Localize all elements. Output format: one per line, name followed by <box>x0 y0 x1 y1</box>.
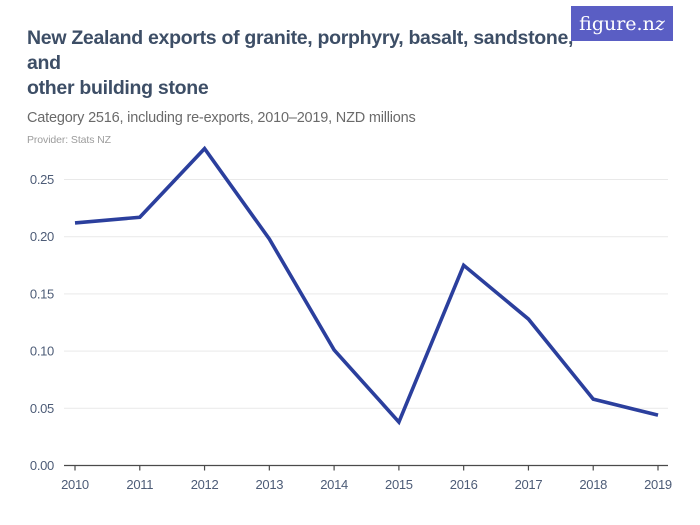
y-axis-tick-label: 0.00 <box>30 458 54 473</box>
figure-nz-logo-text: figure.n <box>579 12 655 35</box>
x-axis-tick-label: 2016 <box>450 477 478 492</box>
x-axis-tick-label: 2012 <box>191 477 219 492</box>
x-axis-tick-label: 2019 <box>644 477 672 492</box>
chart-header: New Zealand exports of granite, porphyry… <box>27 26 592 146</box>
x-axis-tick-label: 2018 <box>579 477 607 492</box>
y-axis-tick-label: 0.10 <box>30 344 54 359</box>
figure-nz-logo-z: z <box>654 12 665 35</box>
y-axis-tick-label: 0.05 <box>30 401 54 416</box>
x-axis-tick-label: 2014 <box>320 477 348 492</box>
x-axis-tick-label: 2013 <box>255 477 283 492</box>
y-axis-tick-label: 0.15 <box>30 286 54 301</box>
page-title: New Zealand exports of granite, porphyry… <box>27 26 592 101</box>
y-axis-tick-label: 0.25 <box>30 172 54 187</box>
page-title-line-2: other building stone <box>27 77 209 99</box>
x-axis-tick-label: 2010 <box>61 477 89 492</box>
y-axis-tick-label: 0.20 <box>30 229 54 244</box>
x-axis-tick-label: 2015 <box>385 477 413 492</box>
data-line <box>74 145 659 426</box>
x-axis-tick-label: 2017 <box>515 477 543 492</box>
provider-label: Provider: Stats NZ <box>27 134 111 146</box>
figure-nz-logo[interactable]: figure.n z <box>571 6 673 41</box>
chart-subtitle: Category 2516, including re-exports, 201… <box>27 110 416 126</box>
page-title-line-1: New Zealand exports of granite, porphyry… <box>27 27 574 74</box>
x-axis-tick-label: 2011 <box>126 477 153 492</box>
